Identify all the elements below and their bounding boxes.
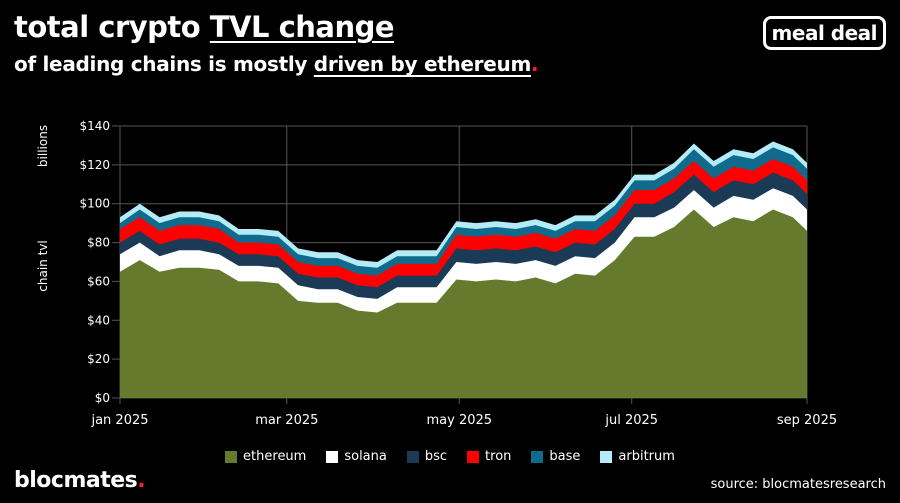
legend-label: base xyxy=(549,449,581,464)
legend-swatch xyxy=(225,450,238,463)
x-tick-label: may 2025 xyxy=(426,413,492,428)
y-tick-label: $120 xyxy=(79,158,110,172)
legend-label: tron xyxy=(485,449,512,464)
brand-dot: . xyxy=(137,468,146,493)
legend-item-solana: solana xyxy=(326,449,387,464)
y-tick-label: $20 xyxy=(87,352,110,366)
legend-label: arbitrum xyxy=(618,449,675,464)
y-tick-label: $80 xyxy=(87,236,110,250)
legend-item-arbitrum: arbitrum xyxy=(600,449,675,464)
x-tick-label: mar 2025 xyxy=(255,413,318,428)
legend-item-bsc: bsc xyxy=(406,449,448,464)
area-ethereum xyxy=(120,209,807,398)
legend: ethereum solana bsc tron base arbitrum xyxy=(0,449,900,464)
legend-swatch xyxy=(406,450,419,463)
legend-swatch xyxy=(600,450,613,463)
y-tick-label: $140 xyxy=(79,119,110,133)
y-tick-label: $60 xyxy=(87,274,110,288)
legend-label: ethereum xyxy=(243,449,307,464)
legend-swatch xyxy=(326,450,339,463)
subtitle-text: of leading chains is mostly xyxy=(14,52,314,76)
subtitle-dot: . xyxy=(531,52,539,76)
chart-title: total crypto TVL change xyxy=(14,10,395,44)
legend-label: bsc xyxy=(424,449,448,464)
y-tick-label: $100 xyxy=(79,197,110,211)
legend-item-tron: tron xyxy=(467,449,511,464)
subtitle-underlined: driven by ethereum xyxy=(313,52,532,76)
source-note: source: blocmatesresearch xyxy=(710,477,886,492)
meal-deal-logo: meal deal xyxy=(762,16,886,50)
legend-swatch xyxy=(467,450,480,463)
y-axis-unit-label: billions xyxy=(36,125,50,167)
legend-swatch xyxy=(531,450,544,463)
legend-item-base: base xyxy=(531,449,580,464)
y-axis-label: chain tvl xyxy=(36,240,50,291)
x-tick-label: sep 2025 xyxy=(777,413,837,428)
y-tick-label: $0 xyxy=(95,391,110,405)
chart-subtitle: of leading chains is mostly driven by et… xyxy=(14,52,539,76)
legend-item-ethereum: ethereum xyxy=(225,449,306,464)
title-underlined: TVL change xyxy=(209,10,395,44)
y-tick-label: $40 xyxy=(87,313,110,327)
x-tick-label: jan 2025 xyxy=(90,413,148,428)
legend-label: solana xyxy=(344,449,387,464)
x-tick-label: jul 2025 xyxy=(604,413,658,428)
title-text: total crypto xyxy=(14,10,210,44)
brand-text: blocmates xyxy=(14,468,138,493)
blocmates-logo: blocmates. xyxy=(14,468,146,493)
